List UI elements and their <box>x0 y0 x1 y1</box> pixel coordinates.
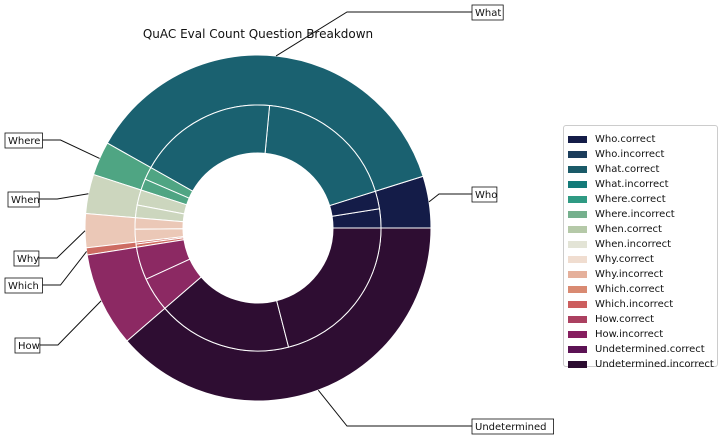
legend-label: Undetermined.incorrect <box>595 359 714 370</box>
legend-swatch <box>568 271 587 278</box>
legend-label: Where.incorrect <box>595 209 675 220</box>
legend-label: Why.correct <box>595 254 654 265</box>
legend-item: When.incorrect <box>568 237 671 252</box>
legend-swatch <box>568 136 587 143</box>
legend-label: How.incorrect <box>595 329 664 340</box>
annotations: What Who Where When Why Which How Undetermined <box>4 4 554 435</box>
legend-swatch <box>568 346 587 353</box>
legend-swatch <box>568 286 587 293</box>
legend-swatch <box>568 151 587 158</box>
legend-swatch <box>568 181 587 188</box>
legend-label: Where.correct <box>595 194 666 205</box>
legend-item: How.incorrect <box>568 327 663 342</box>
annotation-which: Which <box>8 281 39 292</box>
legend-item: Who.incorrect <box>568 147 664 162</box>
legend-item: How.correct <box>568 312 654 327</box>
legend-swatch <box>568 196 587 203</box>
annotation-when: When <box>11 195 40 206</box>
inner-wedge-undetermined-incorrect <box>276 227 382 348</box>
legend-item: Why.correct <box>568 252 654 267</box>
leader-line-when <box>39 193 89 200</box>
annotation-box-who <box>471 186 498 203</box>
legend-label: Who.correct <box>595 134 656 145</box>
legend-swatch <box>568 361 587 368</box>
legend-label: What.incorrect <box>595 179 669 190</box>
annotation-box-why <box>13 250 40 267</box>
annotation-where: Where <box>8 136 40 147</box>
legend-swatch <box>568 331 587 338</box>
legend-label: When.incorrect <box>595 239 672 250</box>
annotation-why: Why <box>17 254 39 265</box>
legend-label: What.correct <box>595 164 660 175</box>
leader-line-what <box>275 11 472 57</box>
annotation-box-undetermined <box>471 418 554 435</box>
legend-item: Undetermined.correct <box>568 342 705 357</box>
legend-item: Undetermined.incorrect <box>568 357 714 372</box>
legend-item: Which.correct <box>568 282 664 297</box>
leader-line-how <box>39 300 102 346</box>
annotation-undetermined: Undetermined <box>475 422 547 433</box>
legend-item: Why.incorrect <box>568 267 663 282</box>
annotation-box-where <box>4 132 43 149</box>
leader-line-who <box>428 193 472 203</box>
legend-swatch <box>568 316 587 323</box>
chart-title: QuAC Eval Count Question Breakdown <box>143 27 373 41</box>
legend-label: Which.correct <box>595 284 665 295</box>
leader-line-which <box>42 251 87 286</box>
legend-item: What.incorrect <box>568 177 669 192</box>
inner-ring <box>134 104 382 352</box>
legend-item: When.correct <box>568 222 662 237</box>
annotation-box-when <box>7 191 40 208</box>
legend-item: Which.incorrect <box>568 297 673 312</box>
legend-swatch <box>568 226 587 233</box>
annotation-box-which <box>4 277 43 294</box>
legend: Who.correct Who.incorrect What.correct What… <box>563 125 718 370</box>
leader-line-undetermined <box>317 389 472 427</box>
legend-label: Why.incorrect <box>595 269 664 280</box>
leader-line-where <box>42 139 100 159</box>
annotation-what: What <box>475 8 501 19</box>
legend-label: Which.incorrect <box>595 299 674 310</box>
legend-label: How.correct <box>595 314 655 325</box>
legend-swatch <box>568 301 587 308</box>
annotation-box-what <box>471 4 504 21</box>
legend-swatch <box>568 166 587 173</box>
legend-item: What.correct <box>568 162 659 177</box>
legend-swatch <box>568 211 587 218</box>
legend-item: Who.correct <box>568 132 655 147</box>
legend-label: Who.incorrect <box>595 149 665 160</box>
legend-label: Undetermined.correct <box>595 344 705 355</box>
legend-swatch <box>568 241 587 248</box>
legend-label: When.correct <box>595 224 662 235</box>
legend-item: Where.incorrect <box>568 207 675 222</box>
annotation-who: Who <box>475 190 497 201</box>
annotation-box-how <box>14 337 41 354</box>
legend-item: Where.correct <box>568 192 666 207</box>
annotation-how: How <box>18 341 40 352</box>
outer-ring <box>84 54 432 402</box>
leader-line-why <box>38 230 86 259</box>
legend-swatch <box>568 256 587 263</box>
